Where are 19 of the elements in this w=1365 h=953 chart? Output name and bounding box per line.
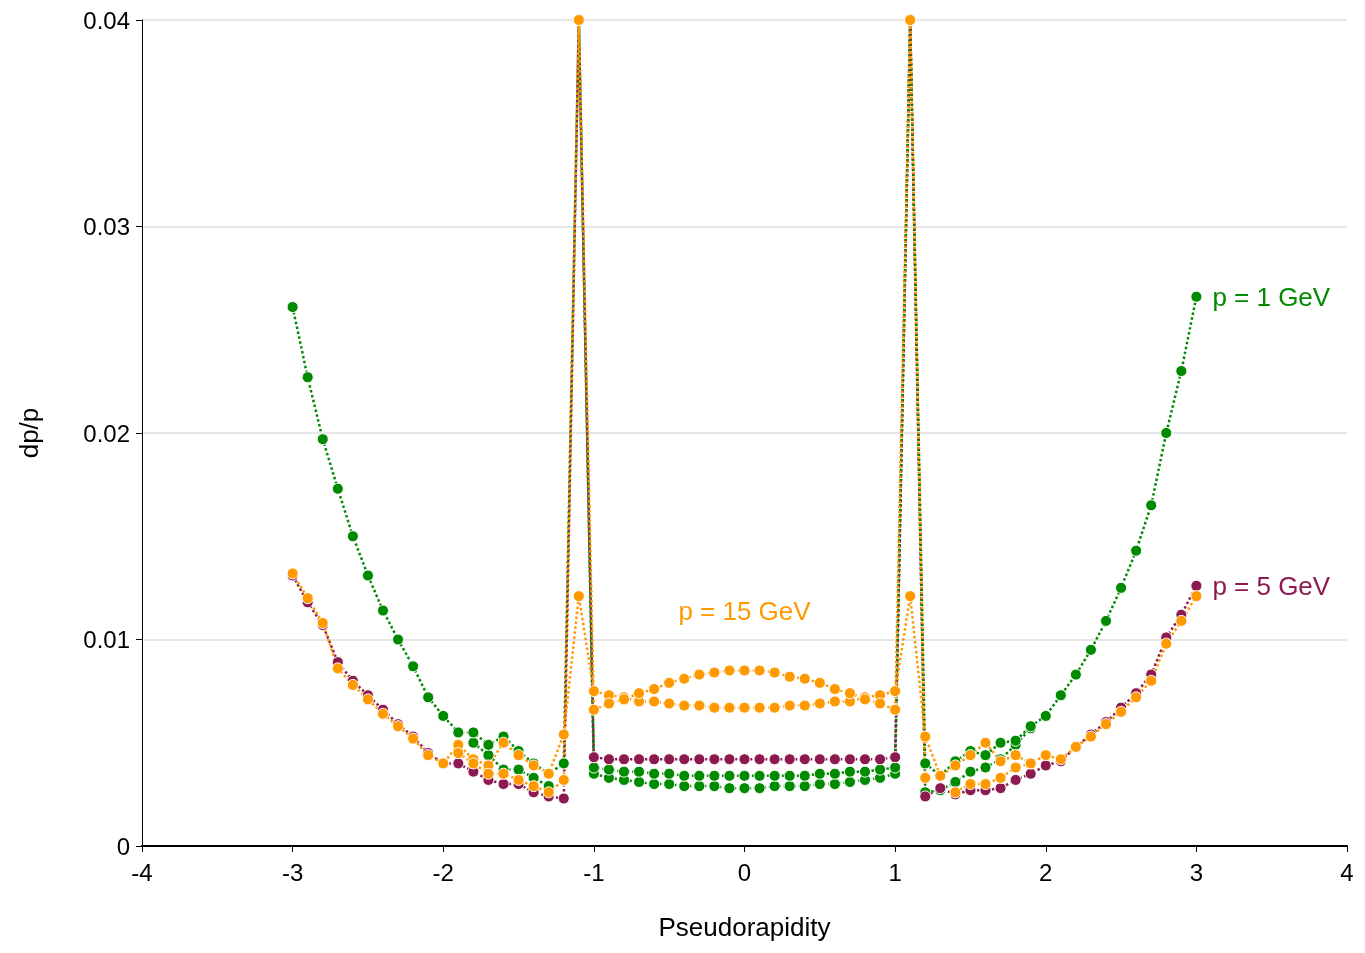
x-tick-label: 4 xyxy=(1340,858,1354,886)
x-tick-label: 0 xyxy=(737,858,752,886)
x-tick-label: 3 xyxy=(1189,858,1204,886)
series-label: p = 1 GeV xyxy=(1212,281,1331,312)
x-tick-label: 2 xyxy=(1039,858,1053,886)
x-tick-label: -4 xyxy=(131,858,153,886)
y-tick-label: 0 xyxy=(116,832,130,860)
series-label: p = 5 GeV xyxy=(1212,570,1331,601)
y-tick-label: 0.02 xyxy=(83,419,130,447)
y-axis-title: dp/p xyxy=(14,407,44,459)
x-tick-label: -1 xyxy=(583,858,605,886)
y-tick-label: 0.01 xyxy=(83,626,130,653)
x-tick-label: -3 xyxy=(281,858,304,886)
series-label: p = 15 GeV xyxy=(678,596,812,627)
x-tick-label: 1 xyxy=(888,858,902,886)
y-tick-label: 0.04 xyxy=(83,6,130,34)
x-axis-title: Pseudorapidity xyxy=(658,912,831,942)
x-tick-label: -2 xyxy=(432,858,454,886)
y-tick-label: 0.03 xyxy=(83,213,130,240)
